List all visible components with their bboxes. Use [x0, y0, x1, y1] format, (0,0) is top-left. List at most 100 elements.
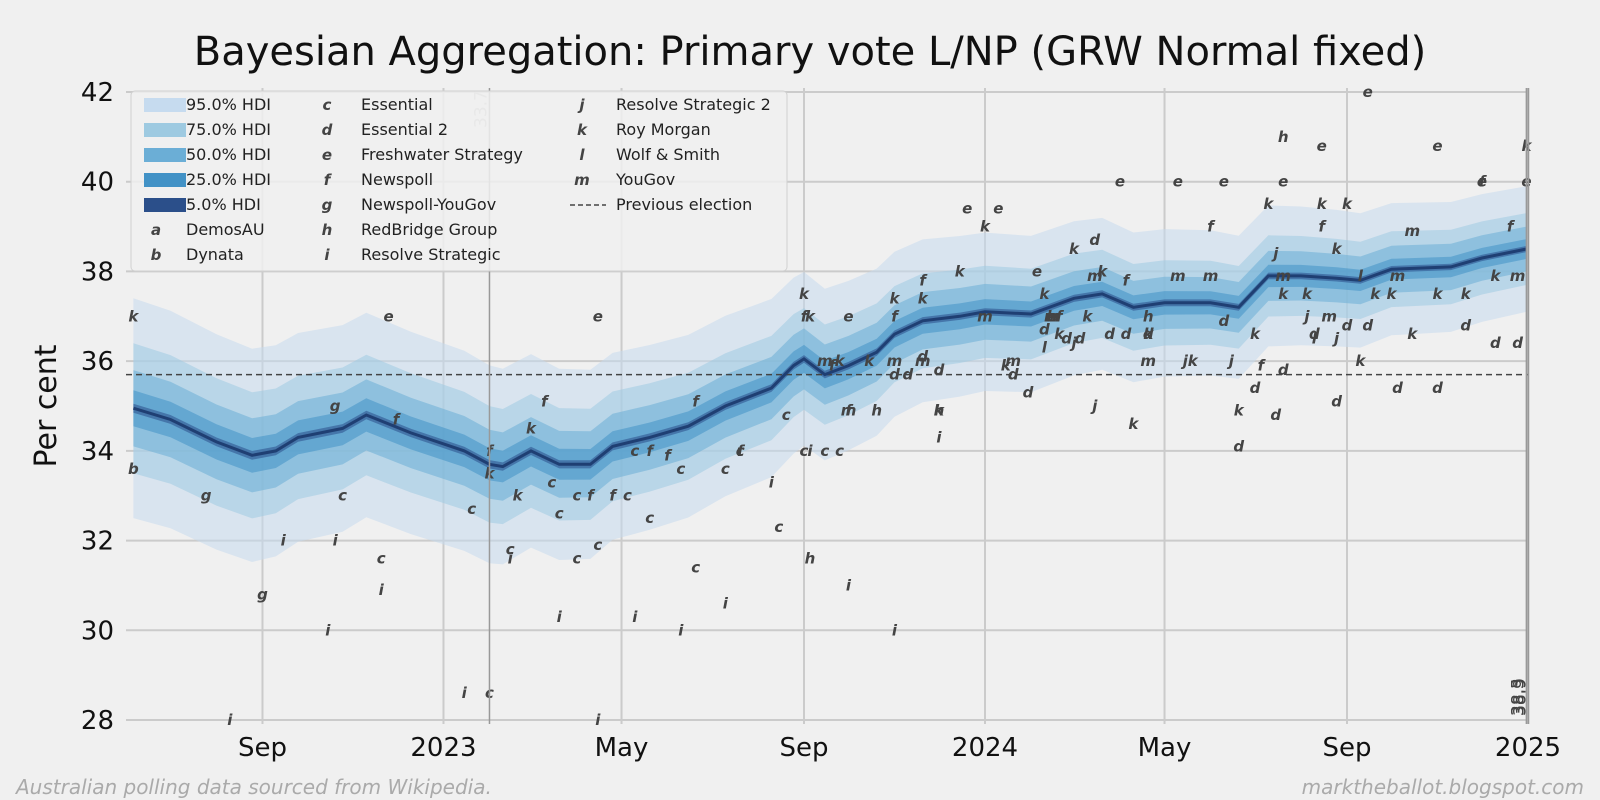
poll-point-k: k	[980, 218, 991, 236]
poll-point-k: k	[1188, 352, 1199, 370]
poll-point-i: i	[846, 576, 852, 594]
poll-point-f: f	[587, 487, 596, 505]
poll-point-k: k	[1490, 267, 1501, 285]
poll-point-m: m	[915, 352, 931, 370]
poll-point-k: k	[1342, 195, 1353, 213]
legend-marker: b	[151, 246, 162, 264]
legend-label: Previous election	[616, 195, 752, 214]
poll-point-c: c	[338, 487, 347, 505]
legend-marker: l	[579, 146, 585, 164]
poll-point-k: k	[799, 285, 810, 303]
poll-point-f: f	[801, 307, 810, 325]
poll-point-m: m	[1275, 267, 1291, 285]
poll-point-c: c	[820, 442, 829, 460]
poll-point-k: k	[1097, 262, 1108, 280]
legend-marker: a	[151, 221, 161, 239]
poll-point-k: k	[513, 487, 524, 505]
legend-swatch	[144, 98, 186, 112]
poll-point-e: e	[993, 200, 1003, 218]
poll-point-d: d	[902, 366, 913, 384]
y-tick-label: 42	[81, 78, 114, 108]
legend-label: Essential	[361, 95, 433, 114]
poll-point-k: k	[934, 401, 945, 419]
x-tick-label: Sep	[238, 733, 287, 763]
poll-point-m: m	[1005, 352, 1021, 370]
poll-point-f: f	[891, 307, 900, 325]
poll-point-m: m	[1170, 267, 1186, 285]
poll-point-l: l	[1358, 267, 1364, 285]
poll-point-c: c	[774, 518, 783, 536]
poll-point-m: m	[841, 401, 857, 419]
poll-point-d: d	[1392, 379, 1403, 397]
annotation-label: 38.5	[1509, 678, 1529, 716]
poll-point-k: k	[1332, 240, 1343, 258]
poll-point-f: f	[1258, 357, 1267, 375]
poll-point-c: c	[573, 487, 582, 505]
legend-marker: f	[324, 171, 333, 189]
legend-marker: k	[577, 121, 588, 139]
poll-point-k: k	[1263, 195, 1274, 213]
poll-point-f: f	[829, 357, 838, 375]
legend-marker: m	[574, 171, 590, 189]
poll-point-f: f	[692, 393, 701, 411]
x-tick-label: 2024	[952, 733, 1018, 763]
poll-point-k: k	[890, 289, 901, 307]
poll-point-h: h	[871, 401, 882, 419]
legend-label: Wolf & Smith	[616, 145, 720, 164]
poll-point-j: j	[1227, 352, 1235, 370]
legend-label: 50.0% HDI	[186, 145, 271, 164]
poll-point-d: d	[1233, 437, 1244, 455]
poll-point-k: k	[526, 419, 537, 437]
poll-point-h: h	[1143, 307, 1154, 325]
y-axis-label: Per cent	[29, 344, 64, 467]
poll-point-f: f	[1479, 173, 1488, 191]
poll-point-e: e	[962, 200, 972, 218]
poll-point-k: k	[918, 289, 929, 307]
poll-point-e: e	[1278, 173, 1288, 191]
poll-point-k: k	[1234, 401, 1245, 419]
legend-swatch	[144, 173, 186, 187]
poll-point-k: k	[1407, 325, 1418, 343]
poll-point-e: e	[1219, 173, 1229, 191]
poll-point-k: k	[864, 352, 875, 370]
poll-point-k: k	[1387, 285, 1398, 303]
poll-point-c: c	[691, 558, 700, 576]
poll-point-f: f	[1319, 218, 1328, 236]
legend-marker: h	[322, 221, 333, 239]
poll-point-d: d	[934, 361, 945, 379]
poll-point-k: k	[1054, 325, 1065, 343]
x-tick-label: 2023	[410, 733, 476, 763]
poll-point-d: d	[1342, 316, 1353, 334]
poll-point-d: d	[1250, 379, 1261, 397]
poll-point-f: f	[845, 401, 854, 419]
poll-point-h: h	[934, 401, 945, 419]
poll-point-g: g	[201, 487, 212, 505]
poll-point-m: m	[1140, 352, 1156, 370]
poll-point-l: l	[1042, 339, 1048, 357]
poll-point-k: k	[1433, 285, 1444, 303]
poll-point-g: g	[330, 397, 341, 415]
poll-point-j: j	[1090, 397, 1098, 415]
annotation-label: 38.3	[1509, 678, 1529, 716]
chart-title: Bayesian Aggregation: Primary vote L/NP …	[194, 29, 1426, 75]
poll-point-i: i	[769, 473, 775, 491]
legend-swatch	[144, 148, 186, 162]
poll-point-d: d	[1008, 366, 1019, 384]
y-tick-label: 40	[81, 168, 114, 198]
poll-point-f: f	[393, 410, 402, 428]
poll-point-h: h	[805, 550, 816, 568]
poll-point-i: i	[936, 428, 942, 446]
poll-point-d: d	[1039, 321, 1050, 339]
median-path	[132, 247, 1527, 469]
poll-point-j: j	[1302, 307, 1310, 325]
poll-point-i: i	[807, 442, 813, 460]
poll-point-c: c	[573, 550, 582, 568]
legend-label: 25.0% HDI	[186, 170, 271, 189]
y-tick-label: 30	[81, 616, 114, 646]
poll-point-k: k	[1069, 240, 1080, 258]
poll-point-d: d	[1061, 330, 1072, 348]
poll-point-e: e	[1317, 137, 1327, 155]
poll-point-c: c	[555, 505, 564, 523]
poll-point-f: f	[1123, 271, 1132, 289]
poll-point-d: d	[1490, 334, 1501, 352]
